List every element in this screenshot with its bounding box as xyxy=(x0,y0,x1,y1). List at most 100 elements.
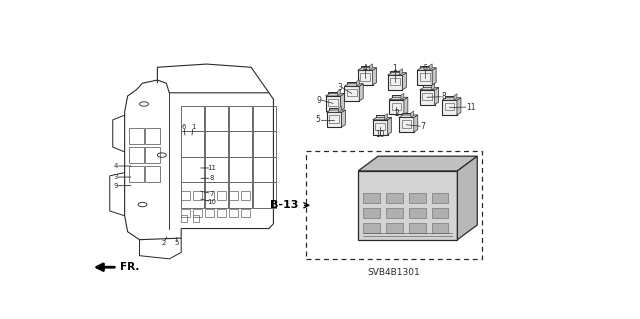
Text: 2: 2 xyxy=(394,109,399,118)
Bar xyxy=(145,147,161,163)
Text: 11: 11 xyxy=(207,165,216,171)
Text: 4: 4 xyxy=(113,163,118,169)
Bar xyxy=(348,82,356,86)
Text: 8: 8 xyxy=(441,92,446,101)
Text: FR.: FR. xyxy=(120,262,139,272)
Bar xyxy=(145,166,161,182)
Bar xyxy=(417,70,432,85)
Bar xyxy=(205,182,228,208)
Polygon shape xyxy=(358,156,477,171)
Bar xyxy=(253,106,276,131)
Bar xyxy=(347,89,356,96)
Polygon shape xyxy=(414,115,418,132)
Text: 2: 2 xyxy=(161,240,166,246)
Bar xyxy=(399,117,414,132)
Polygon shape xyxy=(420,87,438,90)
Bar xyxy=(431,193,449,203)
Polygon shape xyxy=(326,110,346,113)
Bar xyxy=(386,224,403,233)
Bar xyxy=(386,208,403,218)
Polygon shape xyxy=(385,114,388,120)
Bar xyxy=(205,157,228,182)
Bar xyxy=(205,106,228,131)
Text: 6: 6 xyxy=(182,124,186,130)
Polygon shape xyxy=(337,90,340,96)
Bar xyxy=(376,115,385,120)
Bar xyxy=(420,66,429,70)
Bar xyxy=(388,75,403,90)
Text: 3: 3 xyxy=(113,174,118,180)
Bar xyxy=(193,191,202,200)
Bar xyxy=(253,157,276,182)
Bar xyxy=(442,100,457,115)
Bar xyxy=(129,166,144,182)
Polygon shape xyxy=(457,98,461,115)
Bar xyxy=(390,78,400,85)
Text: SVB4B1301: SVB4B1301 xyxy=(367,268,420,277)
Polygon shape xyxy=(432,68,436,85)
Polygon shape xyxy=(388,73,406,75)
Text: 10: 10 xyxy=(207,199,216,204)
Text: 7: 7 xyxy=(209,190,214,197)
Bar xyxy=(431,224,449,233)
Bar xyxy=(420,90,435,105)
Bar xyxy=(129,128,144,144)
Bar xyxy=(328,92,337,96)
Bar xyxy=(217,209,226,217)
Text: 1: 1 xyxy=(191,124,195,130)
Bar xyxy=(145,128,161,144)
Polygon shape xyxy=(431,84,435,90)
Text: 8: 8 xyxy=(209,175,214,181)
Bar xyxy=(392,103,401,110)
Polygon shape xyxy=(399,69,403,75)
Polygon shape xyxy=(458,156,477,240)
Polygon shape xyxy=(389,97,408,100)
Bar xyxy=(229,191,237,200)
Text: B-13: B-13 xyxy=(270,200,298,210)
Text: 5: 5 xyxy=(316,115,321,124)
Bar xyxy=(181,182,204,208)
Bar xyxy=(372,120,388,135)
Bar xyxy=(326,113,341,127)
Bar xyxy=(363,193,380,203)
Text: 7: 7 xyxy=(420,122,425,131)
Bar xyxy=(181,131,204,157)
Bar xyxy=(181,209,190,217)
Text: 4: 4 xyxy=(363,64,367,73)
Bar xyxy=(358,70,372,85)
Bar xyxy=(229,157,252,182)
Text: 10: 10 xyxy=(375,130,385,139)
Bar xyxy=(445,103,454,110)
Polygon shape xyxy=(358,68,376,70)
Polygon shape xyxy=(388,117,392,135)
Polygon shape xyxy=(341,110,346,127)
Bar xyxy=(389,100,404,115)
Polygon shape xyxy=(454,94,457,100)
Polygon shape xyxy=(429,64,432,70)
Polygon shape xyxy=(372,117,392,120)
Bar xyxy=(229,131,252,157)
Polygon shape xyxy=(401,93,404,100)
Text: 6: 6 xyxy=(422,64,427,73)
Polygon shape xyxy=(339,106,341,113)
Bar xyxy=(253,182,276,208)
Bar xyxy=(360,73,370,80)
Bar xyxy=(229,209,237,217)
Bar xyxy=(402,113,411,117)
Bar xyxy=(129,147,144,163)
Bar xyxy=(358,171,458,240)
Polygon shape xyxy=(403,73,406,90)
Bar xyxy=(420,73,429,80)
Bar xyxy=(390,71,399,75)
Polygon shape xyxy=(435,87,438,105)
Polygon shape xyxy=(442,98,461,100)
Bar xyxy=(181,157,204,182)
Bar xyxy=(205,209,214,217)
Bar xyxy=(330,108,339,113)
Bar xyxy=(363,208,380,218)
Bar xyxy=(217,191,226,200)
Bar xyxy=(401,120,412,128)
Bar xyxy=(375,123,385,130)
Bar xyxy=(392,95,401,100)
Bar xyxy=(363,224,380,233)
